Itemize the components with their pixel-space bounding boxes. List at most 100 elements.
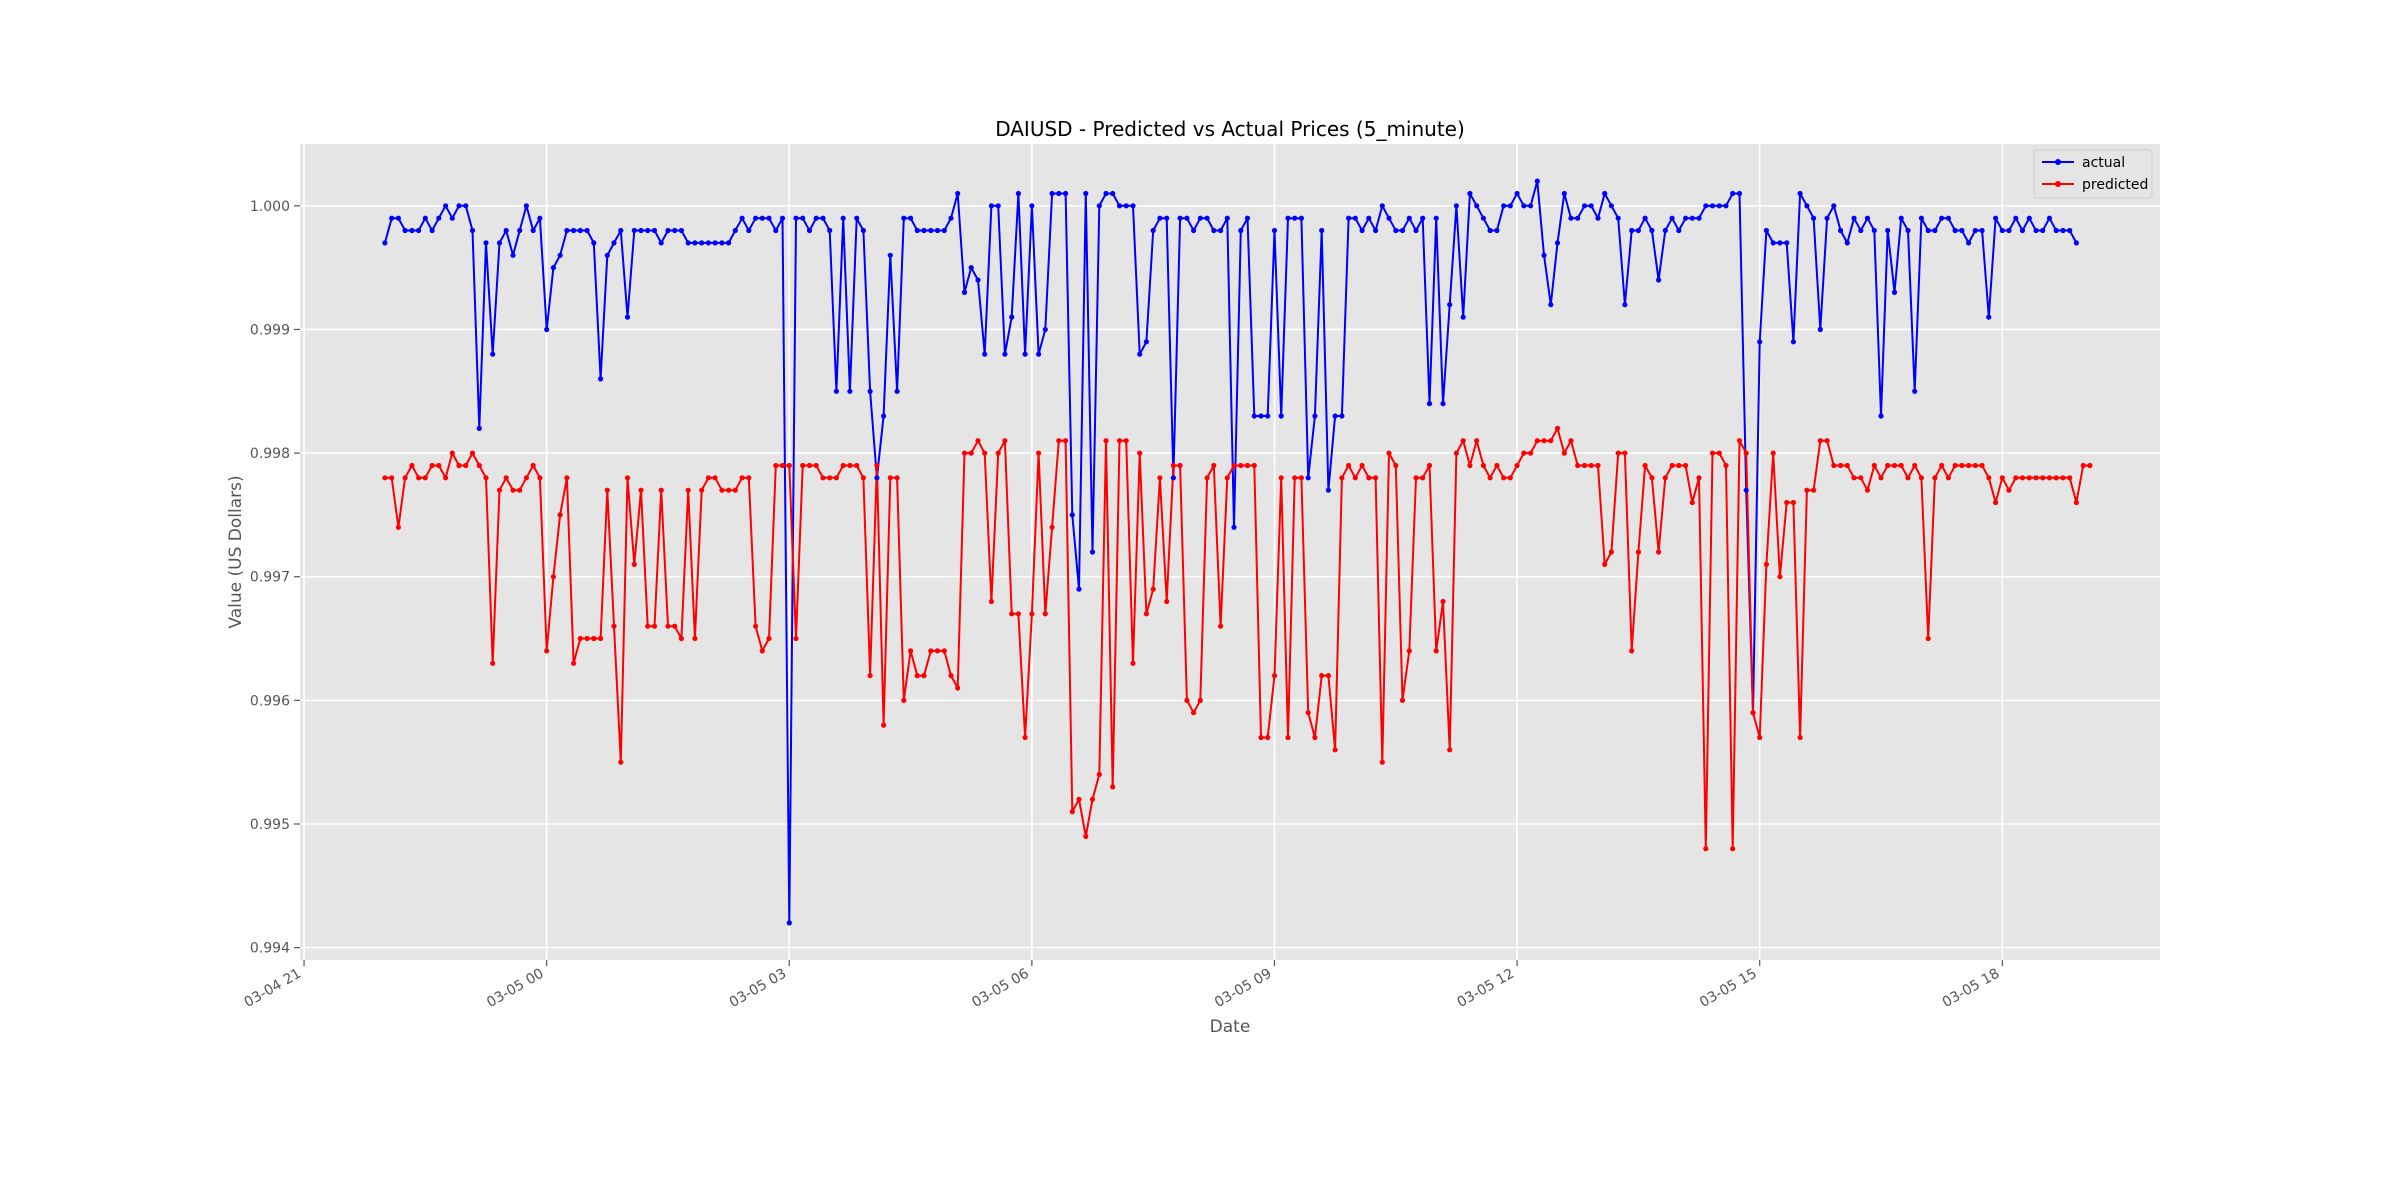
data-point-predicted — [1386, 450, 1392, 456]
data-point-actual — [557, 252, 563, 258]
data-point-predicted — [1568, 438, 1574, 444]
data-point-predicted — [1110, 784, 1116, 790]
data-point-predicted — [382, 475, 388, 481]
data-point-actual — [934, 227, 941, 234]
data-point-actual — [867, 388, 873, 394]
data-point-actual — [490, 351, 496, 357]
data-point-predicted — [1750, 710, 1756, 716]
data-point-predicted — [934, 648, 941, 654]
data-point-actual — [577, 227, 583, 234]
data-point-predicted — [645, 623, 651, 629]
data-point-predicted — [1271, 673, 1278, 679]
data-point-predicted — [2080, 462, 2086, 469]
data-point-actual — [1858, 227, 1864, 234]
data-point-actual — [921, 227, 927, 234]
data-point-actual — [726, 240, 732, 246]
data-point-predicted — [941, 648, 947, 654]
data-point-actual — [2033, 227, 2039, 234]
data-point-predicted — [1265, 734, 1271, 741]
data-point-actual — [631, 227, 637, 234]
data-point-predicted — [658, 487, 664, 493]
data-point-predicted — [1905, 475, 1911, 481]
data-point-predicted — [1191, 710, 1197, 716]
data-point-actual — [1797, 190, 1803, 197]
data-point-actual — [1662, 227, 1668, 234]
data-point-predicted — [1851, 475, 1857, 481]
data-point-actual — [975, 277, 981, 283]
data-point-actual — [1763, 227, 1769, 234]
data-point-actual — [1467, 190, 1473, 197]
data-point-predicted — [1669, 462, 1675, 469]
data-point-predicted — [779, 462, 786, 469]
data-point-actual — [1891, 289, 1898, 295]
data-point-predicted — [1238, 462, 1244, 469]
data-point-predicted — [443, 475, 449, 481]
data-point-predicted — [1891, 462, 1898, 469]
data-point-predicted — [1561, 450, 1567, 456]
data-point-predicted — [436, 462, 442, 469]
data-point-actual — [678, 227, 685, 234]
data-point-actual — [638, 227, 644, 234]
data-point-actual — [1784, 240, 1790, 246]
data-point-predicted — [503, 475, 509, 481]
data-point-predicted — [550, 574, 557, 580]
data-point-predicted — [1312, 734, 1318, 741]
data-point-actual — [1251, 413, 1257, 419]
data-point-predicted — [456, 462, 462, 469]
data-point-predicted — [968, 450, 974, 456]
data-point-predicted — [1015, 611, 1022, 617]
data-point-predicted — [1743, 450, 1749, 456]
data-point-actual — [813, 215, 819, 221]
data-point-predicted — [1514, 462, 1520, 469]
data-point-actual — [759, 215, 765, 221]
legend: actual predicted — [2033, 149, 2153, 199]
data-point-predicted — [638, 487, 644, 493]
data-point-actual — [463, 203, 469, 209]
data-point-actual — [429, 227, 435, 234]
data-point-predicted — [476, 462, 482, 469]
data-point-predicted — [2060, 475, 2066, 481]
data-point-predicted — [2013, 475, 2019, 481]
data-point-actual — [1474, 203, 1480, 209]
data-point-predicted — [894, 475, 900, 481]
data-point-actual — [1790, 339, 1796, 345]
data-point-predicted — [685, 487, 691, 493]
data-point-actual — [1554, 240, 1561, 246]
data-point-predicted — [1002, 438, 1008, 444]
data-point-actual — [1393, 227, 1399, 234]
data-point-actual — [833, 388, 840, 394]
data-point-actual — [1898, 215, 1904, 221]
y-tick-label: 1.000 — [250, 199, 290, 215]
data-point-predicted — [1817, 438, 1823, 444]
series-points — [382, 178, 2093, 926]
data-point-actual — [550, 265, 557, 271]
data-point-predicted — [820, 475, 826, 481]
data-point-actual — [1696, 215, 1702, 221]
data-point-actual — [1932, 227, 1938, 234]
data-point-predicted — [928, 648, 934, 654]
data-point-actual — [894, 388, 900, 394]
data-point-predicted — [726, 487, 732, 493]
data-point-actual — [604, 252, 610, 258]
data-point-predicted — [908, 648, 914, 654]
data-point-predicted — [1979, 462, 1985, 469]
data-point-actual — [1460, 314, 1466, 320]
data-point-actual — [941, 227, 947, 234]
data-point-actual — [908, 215, 914, 221]
data-point-actual — [820, 215, 826, 221]
data-point-actual — [1197, 215, 1203, 221]
data-point-actual — [827, 227, 833, 234]
data-point-actual — [1009, 314, 1015, 320]
data-point-predicted — [1966, 462, 1972, 469]
data-point-predicted — [1844, 462, 1850, 469]
data-point-predicted — [1494, 462, 1500, 469]
data-point-predicted — [982, 450, 988, 456]
y-tick-label: 0.997 — [250, 570, 290, 586]
data-point-predicted — [1811, 487, 1817, 493]
data-point-actual — [705, 240, 712, 246]
data-point-actual — [1170, 475, 1176, 481]
data-point-actual — [1076, 586, 1082, 592]
data-point-actual — [1022, 351, 1028, 357]
data-point-predicted — [988, 598, 995, 605]
data-point-actual — [537, 215, 543, 221]
